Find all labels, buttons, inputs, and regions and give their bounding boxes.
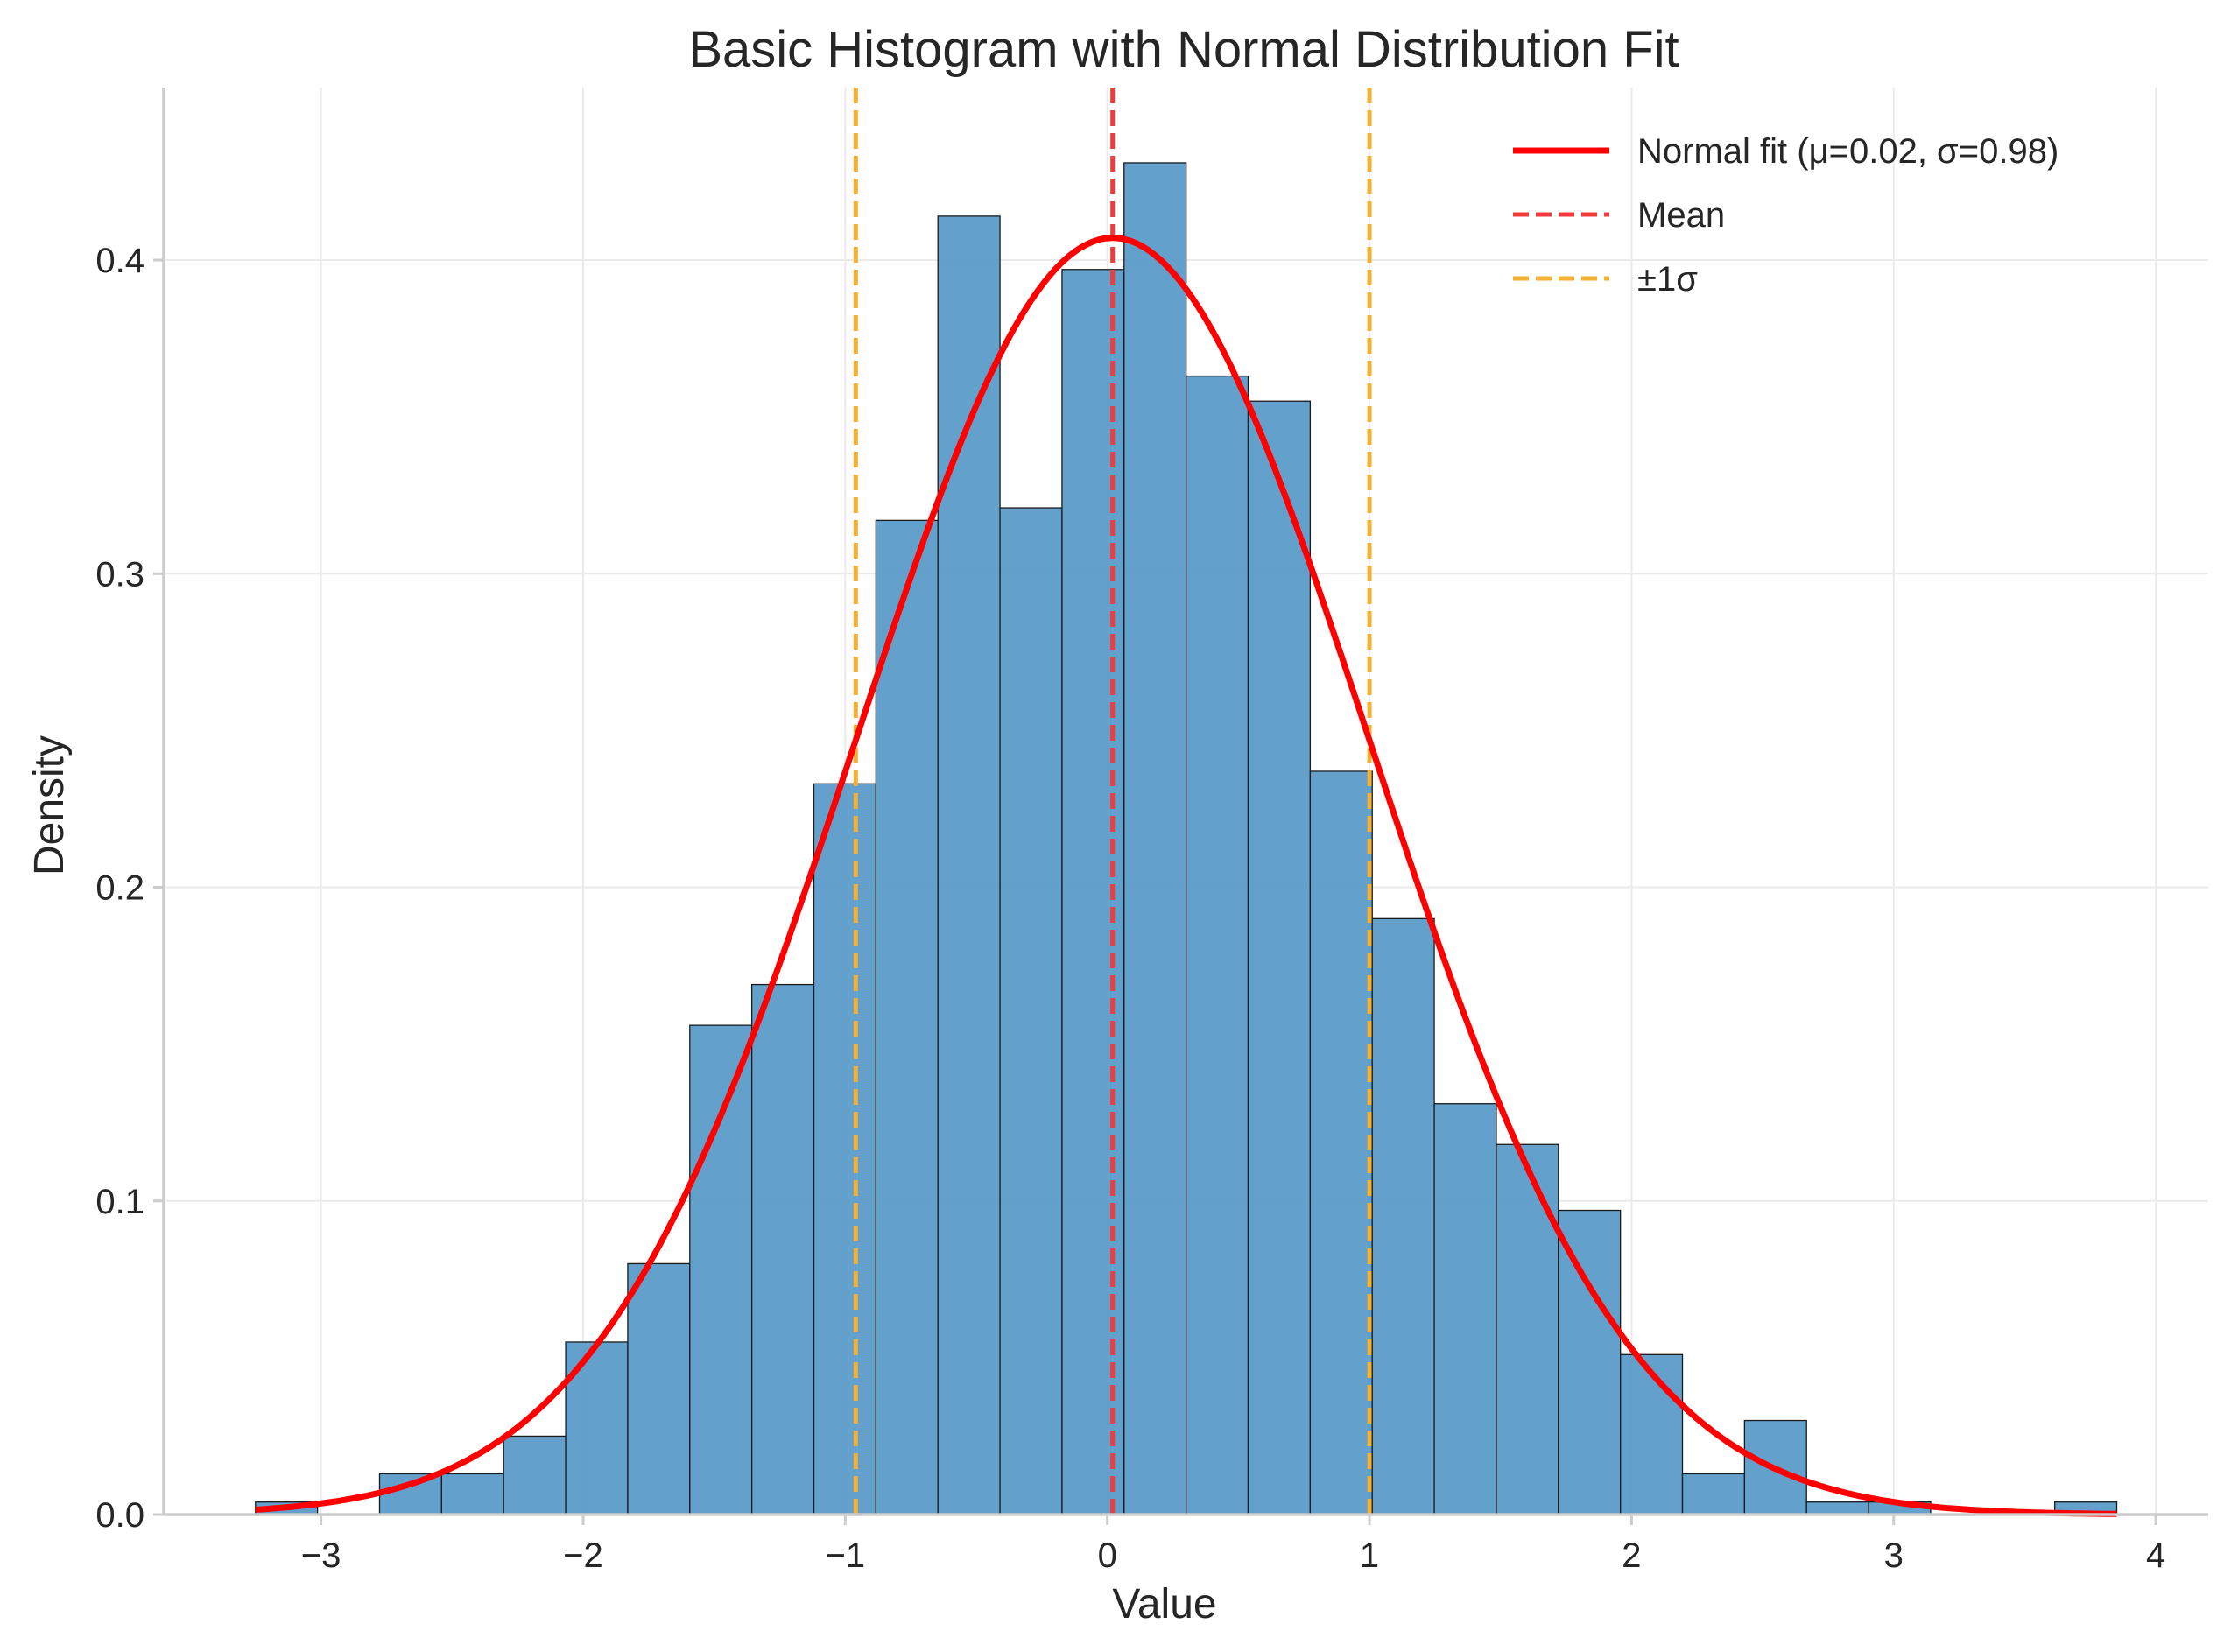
y-tick-label: 0.4 (95, 242, 144, 280)
histogram-bar (627, 1262, 691, 1515)
x-tick-label: −1 (826, 1536, 866, 1575)
x-tick-label: 4 (2146, 1536, 2165, 1575)
chart-title: Basic Histogram with Normal Distribution… (688, 21, 1679, 78)
histogram-bar (1309, 770, 1373, 1515)
histogram-bar (1681, 1473, 1746, 1515)
axes (153, 88, 2208, 1525)
x-tick-label: −3 (301, 1536, 341, 1575)
y-axis-label: Density (26, 735, 73, 875)
histogram-bar (813, 783, 877, 1515)
histogram-bar (689, 1024, 753, 1515)
histogram-bar (1185, 375, 1249, 1515)
histogram-bar (750, 983, 815, 1515)
legend-label: Mean (1637, 196, 1725, 235)
histogram-bar (1620, 1353, 1684, 1515)
histogram-bar (1805, 1501, 1869, 1515)
histogram-bar (875, 519, 939, 1515)
histogram-bar (378, 1473, 443, 1515)
tick-labels: −3 −2 −1 0 1 2 3 4 0.0 0.1 0.2 0.3 0.4 (95, 242, 2165, 1575)
normal-fit-curve-group (255, 235, 2117, 1517)
legend: Normal fit (μ=0.02, σ=0.98) Mean ±1σ (1513, 132, 2059, 299)
y-tick-label: 0.1 (95, 1183, 144, 1221)
x-tick-label: 1 (1360, 1536, 1379, 1575)
y-tick-label: 0.2 (95, 869, 144, 908)
y-tick-label: 0.3 (95, 555, 144, 594)
histogram-bar (999, 507, 1063, 1515)
legend-label: ±1σ (1637, 260, 1698, 299)
legend-label: Normal fit (μ=0.02, σ=0.98) (1637, 132, 2059, 171)
x-tick-label: 3 (1884, 1536, 1904, 1575)
histogram-bar (1247, 400, 1312, 1515)
x-tick-label: 2 (1622, 1536, 1641, 1575)
x-tick-label: 0 (1098, 1536, 1117, 1575)
histogram-bar (1496, 1143, 1559, 1515)
histogram-bar (503, 1435, 567, 1515)
histogram-bar (1433, 1103, 1497, 1515)
histogram-bar (1558, 1209, 1622, 1515)
histogram-bar (1123, 162, 1187, 1515)
histogram-bar (440, 1473, 504, 1515)
x-tick-label: −2 (563, 1536, 603, 1575)
normal-fit-curve (255, 235, 2117, 1517)
histogram-bar (937, 215, 1001, 1515)
y-tick-label: 0.0 (95, 1496, 144, 1535)
histogram-bars (255, 162, 2118, 1515)
reference-lines (853, 88, 1372, 1515)
x-axis-label: Value (1112, 1581, 1216, 1627)
histogram-bar (1371, 917, 1435, 1515)
